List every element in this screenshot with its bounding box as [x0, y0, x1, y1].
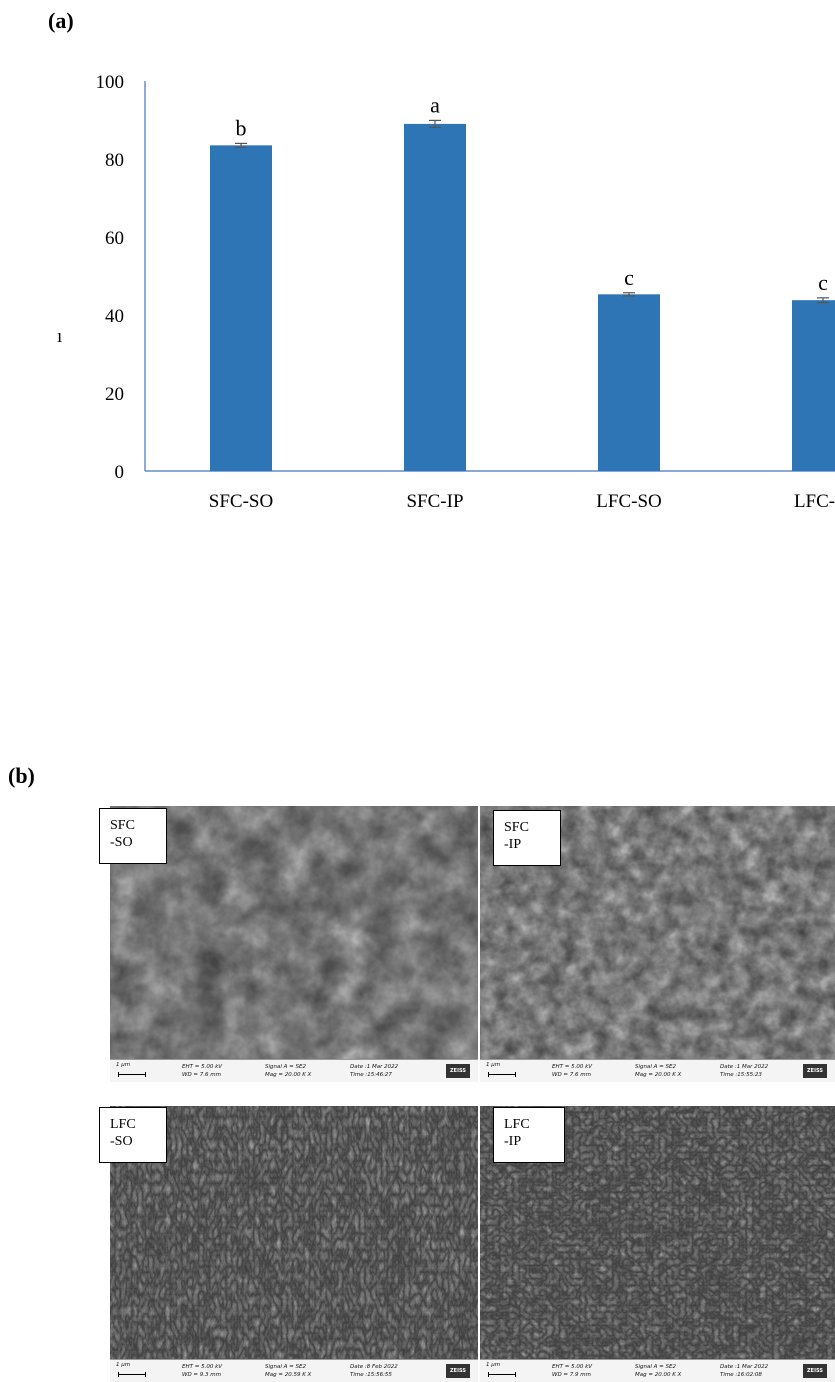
scale-bar: 1 μm	[486, 1362, 520, 1377]
y-tick-label: 100	[96, 72, 125, 93]
sem-params-3: Date :1 Mar 2022 Time :15:55:23	[720, 1064, 769, 1078]
sem-tag-line1: LFC	[110, 1117, 136, 1132]
category-label: SFC-SO	[209, 491, 273, 512]
sem-tag-line2: -SO	[110, 835, 133, 850]
category-labels: SFC-SO SFC-IP LFC-SO LFC-IP	[209, 491, 835, 512]
bar-chart: 0 20 40 60 80 100 b a c c SFC-SO SFC-IP LFC-SO LFC-…	[57, 72, 835, 512]
panel-a-label: (a)	[48, 8, 74, 33]
category-label: LFC-IP	[794, 491, 835, 512]
sem-info-bar: 1 μm EHT = 5.00 kV WD = 7.6 mm Signal A = S…	[110, 1059, 478, 1082]
scale-bar: 1 μm	[116, 1062, 150, 1077]
category-label: LFC-SO	[596, 491, 661, 512]
significance-label: c	[624, 265, 634, 290]
sem-tag-line1: SFC	[504, 820, 529, 835]
zeiss-logo: ZEISS	[446, 1064, 470, 1078]
sem-info-bar: 1 μm EHT = 5.00 kV WD = 9.3 mm Signal A = S…	[110, 1359, 478, 1382]
sem-info-bar: 1 μm EHT = 5.00 kV WD = 7.9 mm Signal A = S…	[480, 1359, 835, 1382]
sem-micrograph-texture	[110, 1106, 478, 1360]
scale-label: 1 μm	[486, 1062, 501, 1068]
sem-params-3: Date :1 Mar 2022 Time :15:46:27	[350, 1064, 399, 1078]
bar	[598, 294, 660, 471]
scale-label: 1 μm	[116, 1062, 131, 1068]
panel-b-label: (b)	[8, 763, 35, 788]
sem-params-3: Date :8 Feb 2022 Time :15:56:55	[350, 1364, 398, 1378]
sem-image: 1 μm EHT = 5.00 kV WD = 7.6 mm Signal A = S…	[110, 806, 478, 1082]
sem-tag-line2: -SO	[110, 1134, 133, 1149]
sem-tag-line1: SFC	[110, 818, 135, 833]
y-tick-labels: 0 20 40 60 80 100	[96, 72, 125, 483]
significance-label: b	[236, 115, 247, 140]
y-tick-label: 40	[105, 306, 124, 327]
y-tick-label: 0	[115, 462, 125, 483]
zeiss-logo: ZEISS	[803, 1364, 827, 1378]
sem-micrograph-texture	[110, 806, 478, 1060]
sem-tag-line2: -IP	[504, 1134, 522, 1149]
sem-tag-line1: LFC	[504, 1117, 530, 1132]
sem-sample-tag: LFC -SO	[99, 1107, 167, 1163]
bars: b a c c	[210, 92, 835, 472]
bar	[792, 300, 835, 471]
sem-params-3: Date :1 Mar 2022 Time :16:02:08	[720, 1364, 769, 1378]
sem-params-1: EHT = 5.00 kV WD = 7.6 mm	[182, 1064, 223, 1078]
scale-bar: 1 μm	[116, 1362, 150, 1377]
significance-label: a	[430, 92, 440, 117]
bar	[404, 123, 466, 472]
significance-label: c	[818, 270, 828, 295]
scale-bar: 1 μm	[486, 1062, 520, 1077]
y-tick-label: 80	[105, 150, 124, 171]
sem-params-2: Signal A = SE2 Mag = 20.00 K X	[635, 1364, 682, 1378]
sem-params-2: Signal A = SE2 Mag = 20.59 K X	[265, 1364, 312, 1378]
sem-params-1: EHT = 5.00 kV WD = 7.6 mm	[552, 1064, 593, 1078]
sem-info-bar: 1 μm EHT = 5.00 kV WD = 7.6 mm Signal A = S…	[480, 1059, 835, 1082]
category-label: SFC-IP	[406, 491, 463, 512]
sem-params-2: Signal A = SE2 Mag = 20.00 K X	[635, 1064, 682, 1078]
zeiss-logo: ZEISS	[803, 1064, 827, 1078]
y-axis-label-fragment: ı	[57, 326, 62, 347]
sem-sample-tag: SFC -SO	[99, 808, 167, 864]
y-tick-label: 60	[105, 228, 124, 249]
zeiss-logo: ZEISS	[446, 1364, 470, 1378]
scale-label: 1 μm	[116, 1362, 131, 1368]
sem-sample-tag: SFC -IP	[493, 810, 561, 866]
sem-tag-line2: -IP	[504, 837, 522, 852]
sem-params-2: Signal A = SE2 Mag = 20.00 K X	[265, 1064, 312, 1078]
scale-label: 1 μm	[486, 1362, 501, 1368]
sem-sample-tag: LFC -IP	[493, 1107, 565, 1163]
y-tick-label: 20	[105, 384, 124, 405]
bar	[210, 145, 272, 471]
sem-params-1: EHT = 5.00 kV WD = 7.9 mm	[552, 1364, 593, 1378]
sem-image: 1 μm EHT = 5.00 kV WD = 9.3 mm Signal A = S…	[110, 1106, 478, 1382]
sem-params-1: EHT = 5.00 kV WD = 9.3 mm	[182, 1364, 223, 1378]
